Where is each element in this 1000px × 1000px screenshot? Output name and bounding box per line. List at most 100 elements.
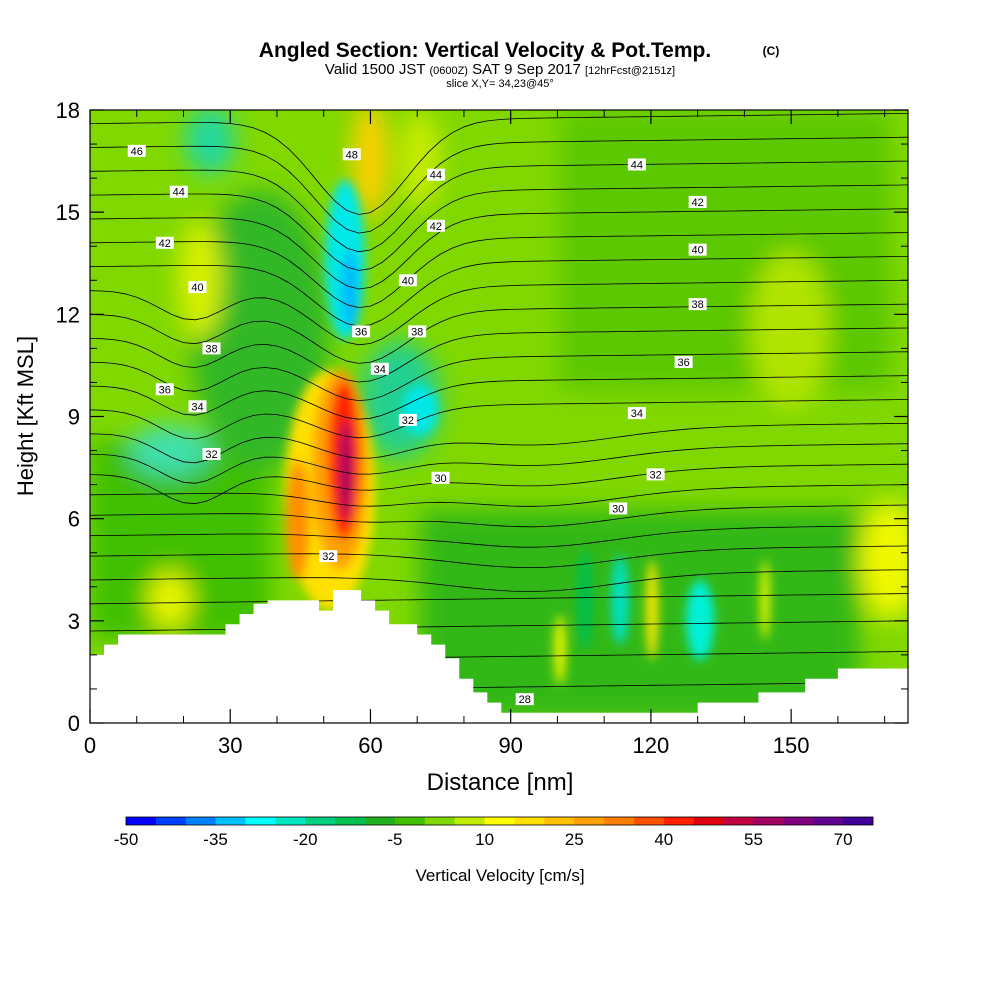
low-cyan-1 [611, 555, 629, 645]
updraft-core [340, 420, 352, 520]
contour-label-text: 38 [205, 343, 217, 355]
contour-label: 42 [688, 195, 707, 209]
field-upper-right [560, 110, 890, 390]
isentrope-line-11 [90, 422, 908, 464]
y-tick-label: 18 [56, 98, 80, 123]
colorbar-tick-label: 25 [565, 830, 584, 849]
contour-label-text: 32 [322, 551, 334, 563]
contour-label-bg [127, 144, 146, 157]
contour-label: 34 [627, 407, 646, 420]
x-tick-label: 60 [358, 733, 382, 758]
y-tick-label: 15 [56, 200, 80, 225]
isentrope-line-4 [90, 569, 908, 592]
contour-label-text: 36 [159, 384, 171, 396]
contour-label-bg [627, 407, 646, 420]
contour-label-text: 46 [131, 146, 143, 158]
low-yellow-3 [760, 560, 770, 640]
colorbar-swatch [454, 817, 485, 825]
contour-label-bg [674, 356, 693, 369]
colorbar-swatch [693, 817, 724, 825]
x-tick-label: 0 [84, 733, 96, 758]
colorbar-swatch [723, 817, 754, 825]
subtitle-fcst: [12hrFcst@2151z] [585, 65, 675, 77]
contour-label-text: 38 [692, 299, 704, 311]
contour-label: 38 [202, 342, 221, 355]
y-axis-label: Height [Kft MSL] [13, 336, 38, 496]
contour-label-text: 44 [430, 170, 442, 182]
isentrope-line-20 [90, 208, 908, 290]
colorbar-swatch [753, 817, 784, 825]
colorbar-label: Vertical Velocity [cm/s] [415, 866, 584, 885]
isentrope-line-8 [90, 484, 908, 507]
downdraft-core [342, 250, 358, 330]
y-tick-label: 3 [68, 609, 80, 634]
chart-subtitle: Valid 1500 JST (0600Z) SAT 9 Sep 2017 [1… [325, 61, 675, 78]
contour-label-text: 36 [355, 326, 367, 338]
contour-label: 40 [688, 243, 707, 257]
colorbar-tick-label: -20 [293, 830, 318, 849]
subtitle-date: SAT 9 Sep 2017 [472, 61, 581, 78]
contour-label-bg [688, 195, 707, 208]
isentrope-line-3 [90, 593, 908, 605]
colorbar-swatch [394, 817, 426, 825]
y-tick-label: 0 [68, 711, 80, 736]
x-tick-label: 30 [218, 733, 242, 758]
colorbar-swatch [275, 817, 306, 825]
low-yellow-2 [554, 615, 566, 685]
contour-label-text: 36 [678, 357, 690, 369]
contour-label: 32 [319, 550, 338, 563]
velocity-core [285, 180, 770, 685]
colorbar-swatch [335, 817, 366, 825]
colorbar-swatch [126, 817, 157, 825]
y-tick-label: 6 [68, 507, 80, 532]
contour-label-bg [352, 325, 371, 338]
x-axis-label: Distance [nm] [427, 769, 574, 796]
isentrope-line-22 [90, 160, 908, 253]
field-left-yellow [178, 220, 222, 340]
contour-label-bg [155, 236, 174, 249]
contour-label: 38 [688, 298, 707, 311]
contour-label: 44 [169, 185, 188, 199]
contour-label-bg [155, 383, 174, 396]
subtitle-valid: Valid 1500 JST [325, 61, 425, 78]
contour-label: 40 [398, 274, 417, 287]
isentrope-line-12 [90, 399, 908, 440]
isentrope-line-14 [90, 351, 908, 402]
contour-label: 46 [127, 144, 146, 158]
contour-label-bg [188, 281, 207, 294]
contour-label: 32 [646, 468, 665, 481]
contour-label-bg [688, 298, 707, 311]
contour-label: 34 [370, 362, 389, 376]
contour-label-bg [408, 325, 427, 338]
y-tick-label: 9 [68, 405, 80, 430]
contour-label-bg [342, 148, 361, 161]
y-tick-label: 12 [56, 302, 80, 327]
isentrope-line-23 [90, 136, 908, 234]
isentrope-line-18 [90, 256, 908, 327]
x-tick-label: 90 [498, 733, 522, 758]
contour-label-text: 40 [191, 282, 203, 294]
contour-label-text: 32 [402, 415, 414, 427]
colorbar-swatch [185, 817, 216, 825]
low-yellow-1 [646, 560, 658, 660]
colorbar-swatch [843, 817, 874, 825]
isentrope-line-6 [90, 525, 908, 548]
contour-label: 32 [398, 413, 417, 427]
low-cyan-2 [686, 580, 714, 660]
contour-label: 44 [426, 168, 445, 182]
colorbar-tick-label: 10 [475, 830, 494, 849]
isentrope-line-21 [90, 184, 908, 271]
isentrope-line-9 [90, 463, 908, 505]
isentrope-line-17 [90, 279, 908, 346]
isentrope-line-5 [90, 545, 908, 568]
colorbar-swatch [783, 817, 814, 825]
colorbar-tick-label: 55 [744, 830, 763, 849]
field-right-yellow [860, 500, 908, 620]
x-tick-label: 150 [773, 733, 810, 758]
slice-label: slice X,Y= 34,23@45° [446, 78, 554, 90]
contour-label-text: 44 [631, 159, 643, 171]
contour-label-bg [398, 413, 417, 426]
contour-label-bg [319, 550, 338, 563]
field-top-yellow [352, 110, 388, 220]
contour-label-text: 42 [430, 221, 442, 233]
